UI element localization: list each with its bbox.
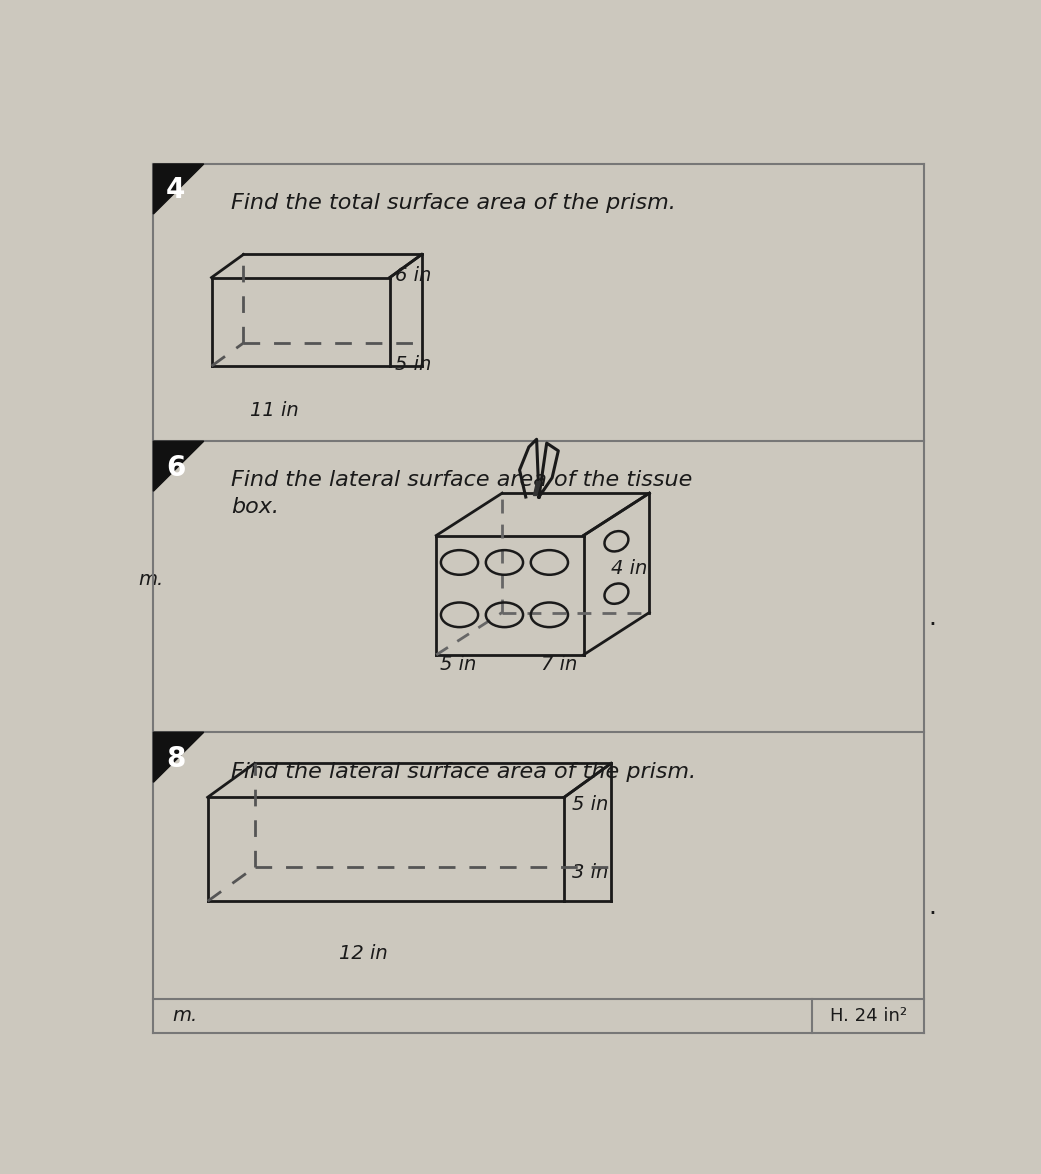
Text: 5 in: 5 in [440, 655, 477, 674]
Text: 4: 4 [166, 176, 185, 204]
Text: m.: m. [137, 571, 163, 589]
Text: 4 in: 4 in [611, 559, 648, 578]
Text: 8: 8 [166, 744, 185, 772]
Text: 5 in: 5 in [396, 355, 432, 373]
Text: Find the total surface area of the prism.: Find the total surface area of the prism… [231, 194, 676, 214]
Text: 6 in: 6 in [396, 266, 432, 285]
Text: 3 in: 3 in [572, 863, 608, 882]
Polygon shape [153, 441, 204, 491]
Text: .: . [929, 895, 936, 919]
Text: 6: 6 [166, 453, 185, 481]
Text: Find the lateral surface area of the prism.: Find the lateral surface area of the pri… [231, 762, 696, 782]
Text: 11 in: 11 in [250, 400, 299, 420]
Text: 5 in: 5 in [572, 795, 608, 814]
Polygon shape [153, 164, 204, 214]
Text: 12 in: 12 in [339, 944, 388, 963]
Text: m.: m. [173, 1006, 198, 1025]
Polygon shape [533, 481, 540, 495]
Text: Find the lateral surface area of the tissue: Find the lateral surface area of the tis… [231, 471, 692, 491]
Text: .: . [929, 606, 936, 630]
Text: H. 24 in²: H. 24 in² [830, 1007, 907, 1025]
Text: 7 in: 7 in [541, 655, 578, 674]
Text: box.: box. [231, 497, 279, 517]
Polygon shape [153, 733, 204, 782]
